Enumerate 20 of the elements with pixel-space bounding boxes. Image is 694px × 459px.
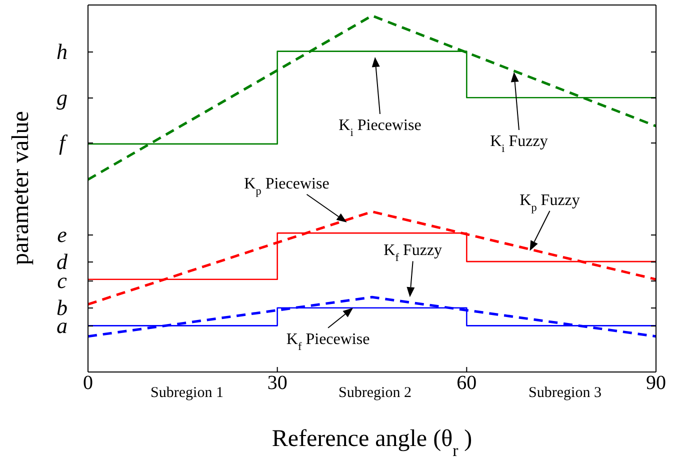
x-tick-label: 60 (456, 372, 477, 394)
annotation: K$_{f}$ Fuzzy (384, 242, 442, 264)
text: Subregion 3 (528, 385, 602, 401)
text: e (57, 222, 68, 247)
annotation: K$_{p}$ Fuzzy (520, 192, 580, 214)
y-axis-title: parameter value (8, 111, 34, 265)
text: g (56, 85, 68, 110)
annotation: K$_{i}$ Piecewise (338, 117, 422, 139)
annotation: K$_{i}$ Fuzzy (490, 133, 548, 155)
text: Subregion 1 (150, 385, 224, 401)
x-tick-label: 30 (267, 372, 288, 394)
x-axis-title: Reference angle (θ$_{r}$) (272, 426, 472, 459)
annotation: K$_{p}$ Piecewise (244, 175, 330, 198)
x-tick-label: 0 (83, 372, 93, 394)
text: f (58, 130, 68, 155)
text: Subregion 2 (338, 385, 412, 401)
x-tick-label: 90 (646, 372, 666, 394)
text: b (56, 295, 68, 320)
annotation: K$_{f}$ Piecewise (286, 330, 370, 353)
text: h (56, 39, 68, 64)
